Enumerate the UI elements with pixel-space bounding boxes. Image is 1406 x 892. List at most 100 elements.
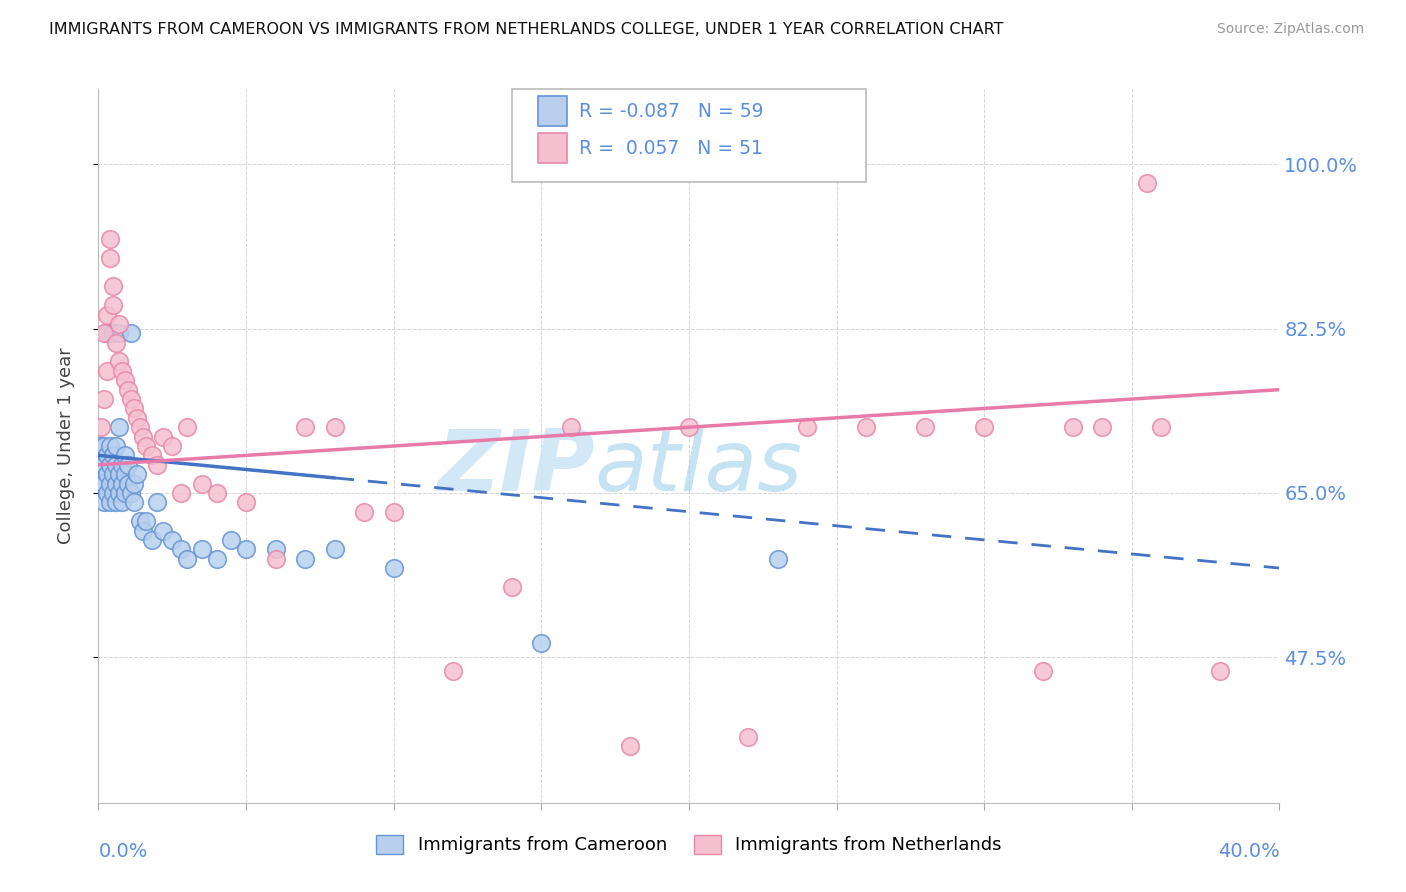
Point bbox=[530, 636, 553, 650]
Point bbox=[294, 551, 316, 566]
Point bbox=[98, 232, 121, 246]
Point bbox=[93, 439, 115, 453]
Point bbox=[120, 392, 142, 406]
Point bbox=[125, 410, 148, 425]
Point bbox=[96, 326, 118, 341]
Point bbox=[141, 533, 163, 547]
Legend: Immigrants from Cameroon, Immigrants from Netherlands: Immigrants from Cameroon, Immigrants fro… bbox=[375, 835, 1002, 855]
Point bbox=[96, 486, 118, 500]
Point bbox=[108, 486, 131, 500]
Point bbox=[141, 449, 163, 463]
Point bbox=[1091, 420, 1114, 434]
Point bbox=[103, 449, 125, 463]
Point bbox=[152, 524, 174, 538]
Point bbox=[132, 524, 155, 538]
Point bbox=[135, 439, 157, 453]
Point bbox=[162, 439, 183, 453]
Point bbox=[98, 439, 121, 453]
Point bbox=[205, 551, 228, 566]
Point bbox=[560, 420, 582, 434]
Point bbox=[170, 542, 193, 557]
Point bbox=[103, 298, 125, 312]
Point bbox=[111, 364, 134, 378]
Point bbox=[323, 420, 346, 434]
Point bbox=[176, 551, 198, 566]
Point bbox=[737, 730, 759, 744]
Text: R =  0.057   N = 51: R = 0.057 N = 51 bbox=[579, 138, 763, 158]
FancyBboxPatch shape bbox=[512, 89, 866, 182]
Point bbox=[93, 458, 115, 472]
Point bbox=[105, 458, 128, 472]
Point bbox=[382, 561, 405, 575]
Point bbox=[855, 420, 877, 434]
Point bbox=[796, 420, 818, 434]
Point bbox=[122, 401, 145, 416]
Point bbox=[105, 476, 128, 491]
Point bbox=[1150, 420, 1173, 434]
Point bbox=[96, 467, 118, 482]
Text: IMMIGRANTS FROM CAMEROON VS IMMIGRANTS FROM NETHERLANDS COLLEGE, UNDER 1 YEAR CO: IMMIGRANTS FROM CAMEROON VS IMMIGRANTS F… bbox=[49, 22, 1004, 37]
Point bbox=[96, 364, 118, 378]
Point bbox=[128, 420, 150, 434]
Point bbox=[914, 420, 936, 434]
Point bbox=[93, 326, 115, 341]
Point bbox=[103, 467, 125, 482]
Point bbox=[973, 420, 995, 434]
Point bbox=[353, 505, 375, 519]
Point bbox=[132, 429, 155, 443]
Point bbox=[111, 476, 134, 491]
Point bbox=[176, 420, 198, 434]
Point bbox=[135, 514, 157, 528]
Point bbox=[90, 476, 112, 491]
Point bbox=[98, 476, 121, 491]
Point bbox=[125, 467, 148, 482]
Text: ZIP: ZIP bbox=[437, 425, 595, 509]
Point bbox=[191, 476, 214, 491]
Point bbox=[1136, 176, 1159, 190]
Point bbox=[170, 486, 193, 500]
Point bbox=[264, 542, 287, 557]
Point bbox=[114, 467, 136, 482]
Point bbox=[264, 551, 287, 566]
Point bbox=[117, 383, 139, 397]
Point bbox=[122, 476, 145, 491]
Point bbox=[93, 476, 115, 491]
Point bbox=[1209, 665, 1232, 679]
Text: atlas: atlas bbox=[595, 425, 803, 509]
Point bbox=[323, 542, 346, 557]
Point bbox=[93, 495, 115, 509]
Point bbox=[111, 495, 134, 509]
Point bbox=[98, 251, 121, 265]
Point bbox=[128, 514, 150, 528]
Point bbox=[114, 486, 136, 500]
Point bbox=[235, 542, 257, 557]
Point bbox=[294, 420, 316, 434]
Point bbox=[98, 458, 121, 472]
Point bbox=[105, 495, 128, 509]
Point bbox=[1032, 665, 1054, 679]
Point bbox=[103, 279, 125, 293]
Point bbox=[108, 420, 131, 434]
Point bbox=[90, 439, 112, 453]
Text: 0.0%: 0.0% bbox=[98, 842, 148, 861]
Point bbox=[103, 326, 125, 341]
Point bbox=[108, 354, 131, 368]
Point bbox=[382, 505, 405, 519]
Point bbox=[191, 542, 214, 557]
Point bbox=[501, 580, 523, 594]
Point bbox=[117, 476, 139, 491]
Point bbox=[108, 467, 131, 482]
Text: 40.0%: 40.0% bbox=[1218, 842, 1279, 861]
Point bbox=[205, 486, 228, 500]
Point bbox=[146, 495, 169, 509]
Point bbox=[162, 533, 183, 547]
Point bbox=[152, 429, 174, 443]
Point bbox=[766, 551, 789, 566]
Y-axis label: College, Under 1 year: College, Under 1 year bbox=[56, 348, 75, 544]
Bar bbox=[537, 96, 567, 126]
Point bbox=[146, 458, 169, 472]
Point bbox=[93, 392, 115, 406]
Text: R = -0.087   N = 59: R = -0.087 N = 59 bbox=[579, 102, 763, 120]
Point bbox=[117, 458, 139, 472]
Text: Source: ZipAtlas.com: Source: ZipAtlas.com bbox=[1216, 22, 1364, 37]
